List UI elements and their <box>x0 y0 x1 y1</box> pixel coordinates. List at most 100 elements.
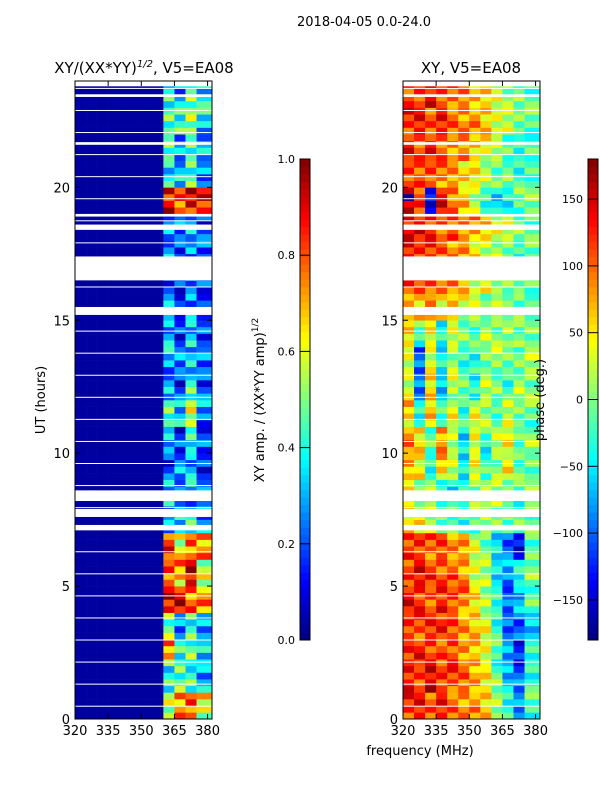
amp-heatmap-cell <box>130 167 142 175</box>
amp-heatmap-cell <box>141 180 153 188</box>
amp-flag-line <box>75 198 212 200</box>
phase-heatmap-cell <box>414 320 426 328</box>
amp-colorbar-segment <box>300 286 310 295</box>
phase-colorbar-segment <box>588 264 598 273</box>
phase-heatmap-cell <box>513 692 525 700</box>
amp-heatmap-cell <box>108 366 120 374</box>
phase-heatmap-cell <box>524 433 541 441</box>
phase-heatmap-cell <box>491 207 503 215</box>
phase-heatmap-cell <box>447 293 459 301</box>
amp-heatmap-cell <box>163 426 175 434</box>
amp-heatmap-cell <box>108 353 120 361</box>
amp-heatmap-cell <box>119 240 131 248</box>
amp-heatmap-cell <box>174 599 186 607</box>
phase-heatmap-cell <box>502 552 514 560</box>
amp-heatmap-cell <box>75 413 87 421</box>
phase-heatmap-cell <box>447 552 459 560</box>
amp-heatmap-cell <box>185 100 197 108</box>
amp-colorbar-segment <box>300 534 310 543</box>
phase-heatmap-cell <box>524 559 541 567</box>
amp-heatmap-cell <box>86 400 98 407</box>
amp-heatmap-cell <box>97 293 109 301</box>
amp-heatmap-cell <box>130 712 142 720</box>
phase-heatmap-cell <box>480 373 492 381</box>
amp-heatmap-cell <box>119 486 131 494</box>
amp-heatmap-cell <box>97 400 109 407</box>
amp-heatmap-cell <box>119 227 131 235</box>
amp-heatmap-cell <box>152 154 164 162</box>
amp-heatmap-cell <box>119 419 131 427</box>
phase-heatmap-cell <box>414 300 426 308</box>
amp-heatmap-cell <box>75 665 87 673</box>
amp-heatmap-cell <box>163 632 175 640</box>
amp-heatmap-cell <box>185 360 197 368</box>
phase-colorbar-segment <box>588 159 598 168</box>
amp-heatmap-cell <box>86 705 98 713</box>
amp-heatmap-cell <box>108 180 120 188</box>
amp-heatmap-cell <box>130 413 142 421</box>
amp-heatmap-cell <box>108 87 120 95</box>
amp-heatmap-cell <box>141 639 153 647</box>
phase-heatmap-cell <box>436 193 448 201</box>
amp-heatmap-cell <box>130 679 142 687</box>
phase-heatmap-cell <box>425 599 437 607</box>
amp-heatmap-cell <box>163 586 175 594</box>
amp-heatmap-cell <box>130 120 142 128</box>
phase-heatmap-cell <box>524 233 541 241</box>
phase-heatmap-cell <box>447 366 459 374</box>
amp-heatmap-cell <box>119 665 131 673</box>
phase-heatmap-cell <box>425 333 437 341</box>
phase-heatmap-cell <box>513 439 525 447</box>
phase-heatmap-cell <box>502 280 514 288</box>
phase-heatmap-cell <box>425 625 437 633</box>
amp-heatmap-cell <box>185 473 197 481</box>
phase-heatmap-cell <box>414 632 426 640</box>
phase-heatmap-cell <box>513 154 525 162</box>
phase-heatmap-cell <box>447 300 459 308</box>
amp-heatmap-cell <box>75 94 87 102</box>
phase-heatmap-cell <box>502 360 514 368</box>
phase-heatmap-cell <box>469 466 481 474</box>
phase-heatmap-cell <box>414 380 426 388</box>
amp-heatmap-cell <box>75 227 87 235</box>
phase-heatmap-cell <box>524 300 541 308</box>
phase-heatmap-cell <box>491 160 503 168</box>
amp-heatmap-cell <box>75 645 87 653</box>
phase-heatmap-cell <box>447 486 459 494</box>
amp-flag-line <box>75 463 212 465</box>
phase-heatmap-cell <box>436 346 448 354</box>
phase-heatmap-cell <box>491 572 503 580</box>
amp-heatmap-cell <box>97 413 109 421</box>
phase-heatmap-cell <box>414 586 426 594</box>
phase-heatmap-cell <box>480 486 492 494</box>
amp-heatmap-cell <box>196 539 213 547</box>
phase-heatmap-cell <box>436 413 448 421</box>
amp-heatmap-cell <box>163 606 175 613</box>
amp-heatmap-cell <box>75 572 87 580</box>
phase-heatmap-cell <box>491 300 503 308</box>
amp-heatmap-cell <box>185 120 197 128</box>
phase-heatmap-cell <box>502 606 514 613</box>
phase-heatmap-cell <box>403 120 415 128</box>
amp-heatmap-cell <box>108 659 120 667</box>
amp-heatmap-cell <box>97 154 109 162</box>
phase-heatmap-cell <box>436 326 448 334</box>
amp-flagged-band <box>75 224 212 230</box>
phase-heatmap-cell <box>447 114 459 122</box>
amp-colorbar-segment <box>300 196 310 205</box>
amp-heatmap-cell <box>75 300 87 308</box>
phase-heatmap-cell <box>502 227 514 235</box>
phase-heatmap-cell <box>414 147 426 155</box>
amp-heatmap-cell <box>97 473 109 481</box>
phase-colorbar-segment <box>588 181 598 190</box>
amp-heatmap-cell <box>163 174 175 181</box>
amp-heatmap-cell <box>174 426 186 434</box>
phase-heatmap-cell <box>491 287 503 294</box>
phase-heatmap-cell <box>480 340 492 348</box>
amp-heatmap-cell <box>163 373 175 381</box>
phase-heatmap-cell <box>502 160 514 168</box>
amp-heatmap-cell <box>75 326 87 334</box>
phase-heatmap-cell <box>414 107 426 115</box>
amp-heatmap-cell <box>141 340 153 348</box>
amp-heatmap-cell <box>108 433 120 441</box>
